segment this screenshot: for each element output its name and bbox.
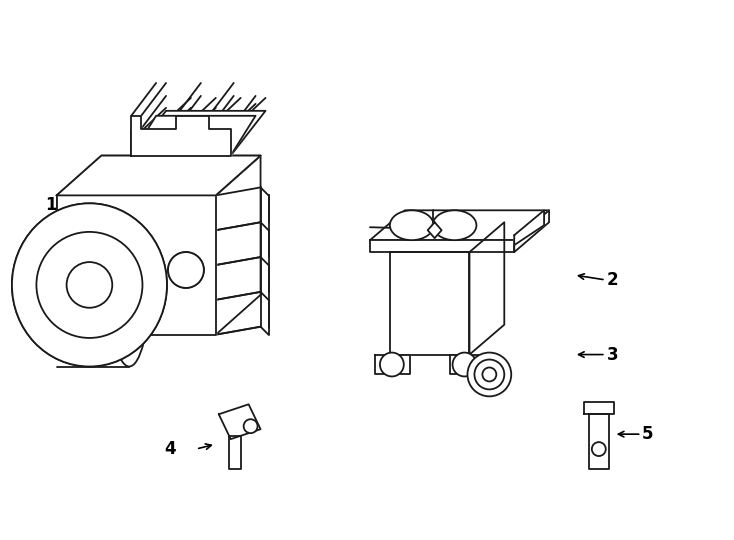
Ellipse shape [468,353,512,396]
Polygon shape [57,195,216,335]
Ellipse shape [453,353,476,376]
Polygon shape [470,222,504,355]
Ellipse shape [168,252,204,288]
Polygon shape [589,414,608,469]
Ellipse shape [592,442,606,456]
Text: 4: 4 [164,440,176,458]
Polygon shape [131,116,230,156]
Ellipse shape [168,252,204,288]
Ellipse shape [12,204,167,367]
Polygon shape [390,252,470,355]
Ellipse shape [244,419,258,433]
Text: 2: 2 [607,271,619,289]
Polygon shape [515,210,549,252]
Polygon shape [131,116,255,156]
Ellipse shape [432,210,476,240]
Polygon shape [57,156,261,195]
Ellipse shape [67,262,112,308]
Text: 1: 1 [45,197,57,214]
Ellipse shape [390,210,434,240]
Polygon shape [449,355,484,374]
Ellipse shape [474,360,504,389]
Polygon shape [57,195,216,335]
Ellipse shape [67,262,112,308]
Polygon shape [219,404,261,439]
Text: 3: 3 [607,346,619,363]
Polygon shape [131,131,230,156]
Ellipse shape [380,353,404,376]
Text: 5: 5 [642,425,653,443]
Polygon shape [229,436,241,469]
Polygon shape [370,210,549,240]
Polygon shape [131,131,230,156]
Ellipse shape [109,204,150,367]
Polygon shape [584,402,614,414]
Polygon shape [131,111,266,156]
Ellipse shape [12,204,167,367]
Polygon shape [216,156,261,335]
Ellipse shape [37,232,142,338]
Polygon shape [370,240,515,252]
Ellipse shape [482,368,496,381]
Polygon shape [428,222,442,238]
Ellipse shape [37,232,142,338]
Polygon shape [57,156,261,195]
Polygon shape [515,210,544,245]
Polygon shape [375,355,410,374]
